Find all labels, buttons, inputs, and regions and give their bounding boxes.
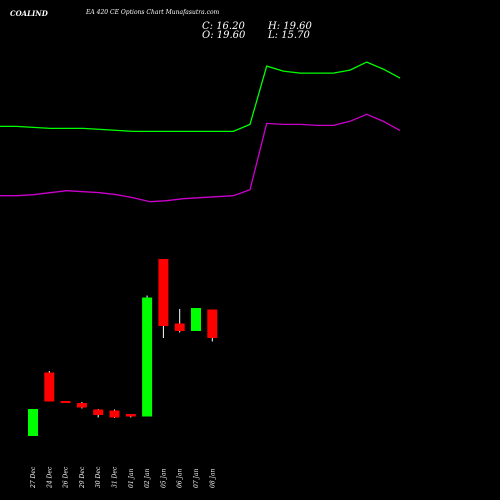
chart-subtitle: EA 420 CE Options Chart Munafasutra.com — [86, 9, 220, 16]
candle-down — [93, 409, 104, 415]
x-tick-label: 29 Dec — [79, 466, 86, 489]
x-tick-label: 31 Dec — [112, 466, 119, 488]
x-tick-label: 02 Jan — [144, 468, 151, 488]
candle-down — [76, 403, 87, 408]
x-tick-label: 07 Jan — [193, 468, 200, 488]
x-tick-label: 26 Dec — [63, 466, 70, 489]
open-value: O: 19.60 — [202, 30, 246, 41]
x-tick-label: 24 Dec — [46, 466, 53, 489]
high-value: H: 19.60 — [268, 21, 312, 32]
candle-down — [44, 372, 55, 402]
candle-down — [60, 401, 71, 403]
x-tick-label: 27 Dec — [30, 466, 37, 489]
symbol-label: COALIND — [10, 9, 48, 18]
candle-down — [109, 410, 120, 418]
candle-down — [125, 414, 136, 417]
candle-down — [158, 259, 169, 326]
x-tick-label: 05 Jan — [160, 468, 167, 488]
candle-up — [142, 297, 153, 417]
x-tick-label: 01 Jan — [128, 468, 135, 488]
close-value: C: 16.20 — [202, 21, 245, 32]
x-tick-label: 08 Jan — [209, 468, 216, 488]
candle-up — [191, 308, 201, 331]
x-tick-label: 06 Jan — [177, 468, 184, 488]
candle-down — [174, 323, 185, 331]
low-value: L: 15.70 — [268, 30, 310, 41]
x-axis-tick-labels: 27 Dec 24 Dec 26 Dec 29 Dec 30 Dec 31 Dec 01 J… — [30, 466, 216, 489]
indicator-lines — [0, 61, 401, 203]
candlesticks — [28, 259, 218, 436]
indicator-line-2 — [0, 113, 401, 203]
x-tick-label: 30 Dec — [95, 466, 102, 488]
candle-up — [28, 409, 38, 436]
indicator-line-1 — [0, 61, 401, 133]
candle-down — [207, 309, 218, 338]
